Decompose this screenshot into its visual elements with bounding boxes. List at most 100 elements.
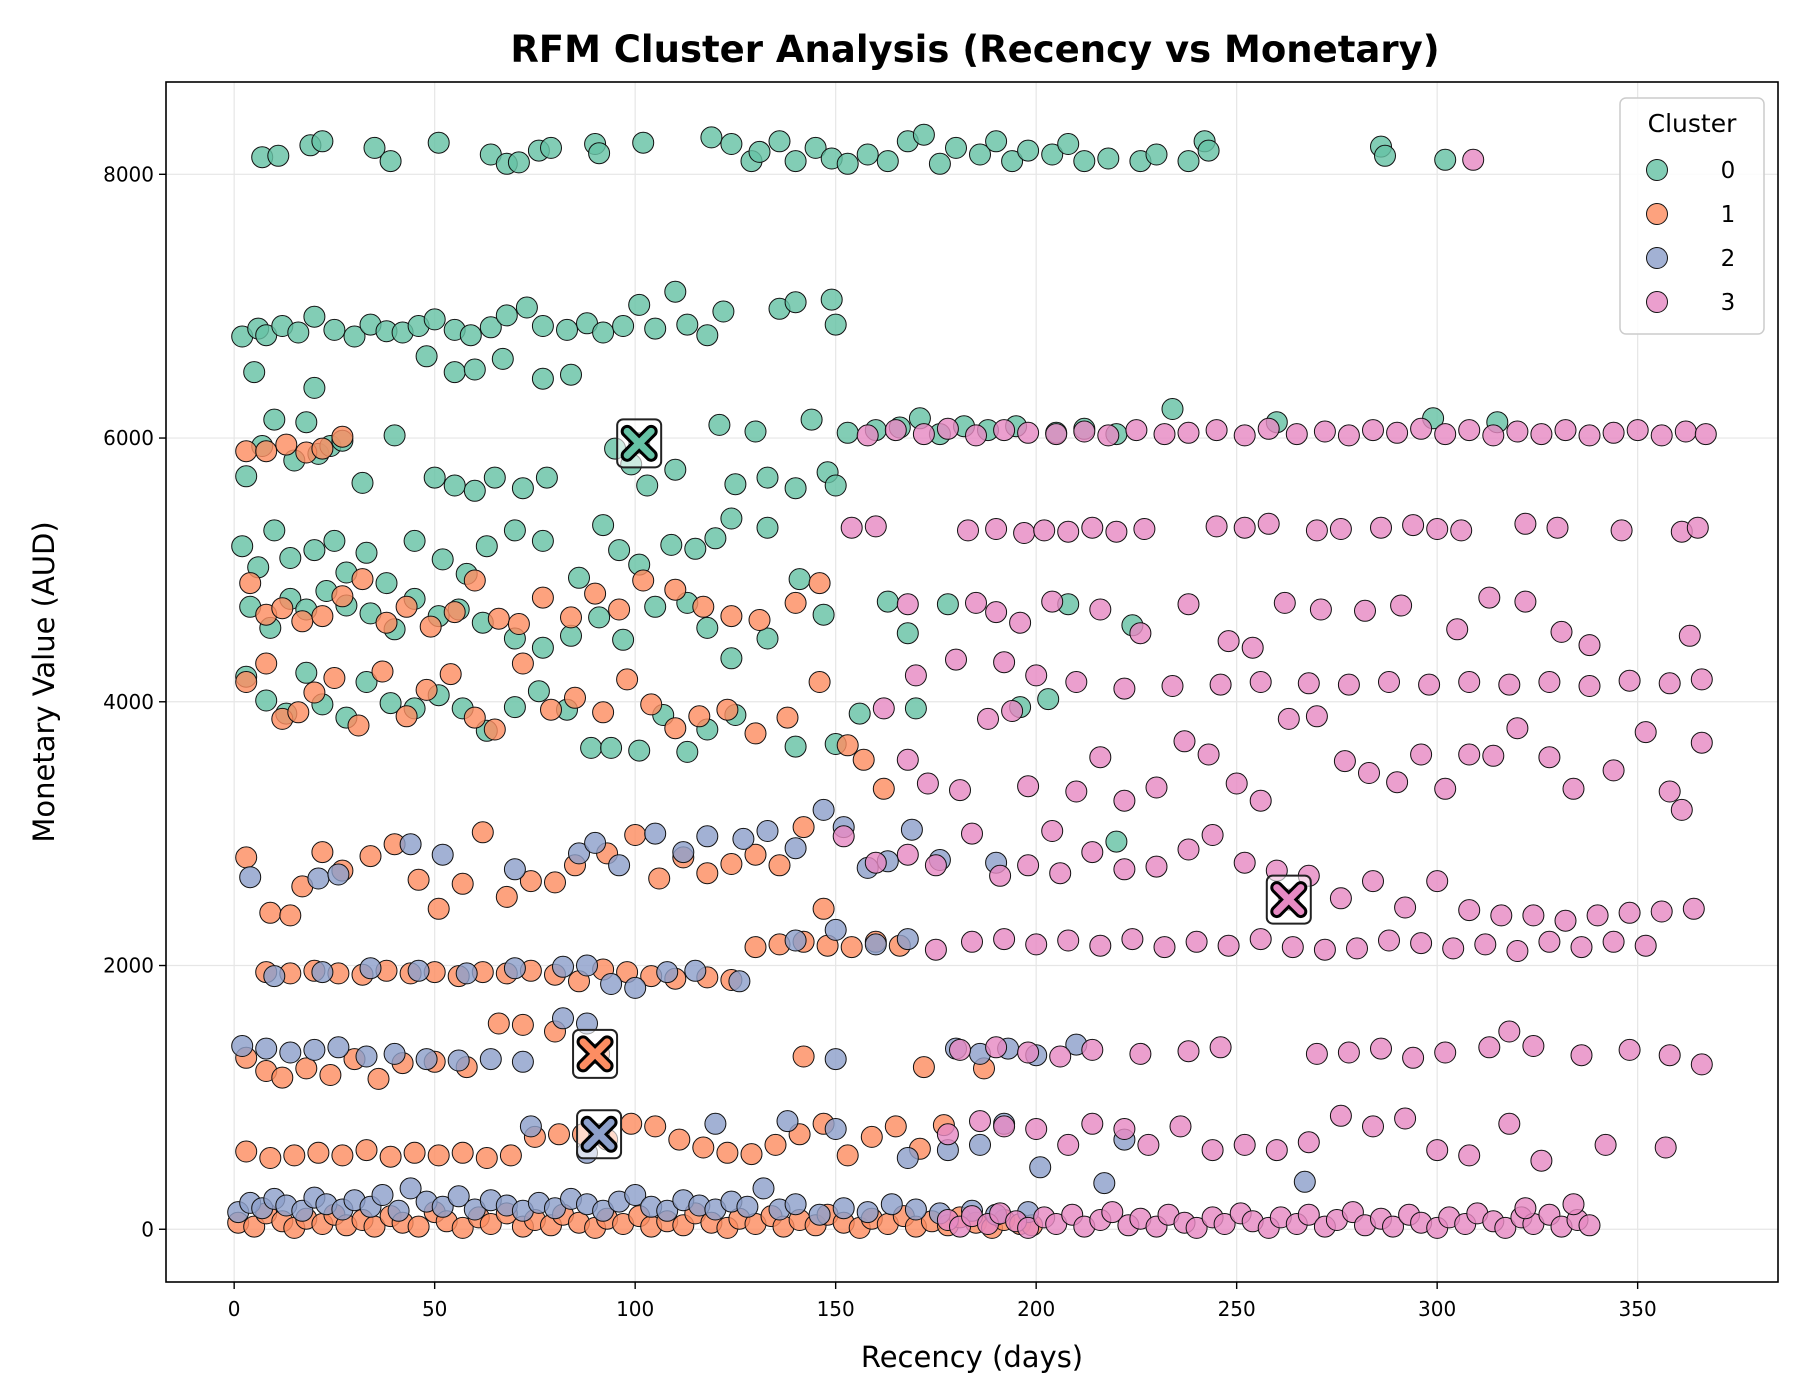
data-point <box>511 477 534 500</box>
data-point <box>664 578 687 601</box>
data-point <box>443 474 466 497</box>
data-point <box>628 739 651 762</box>
data-point <box>503 957 526 980</box>
data-point <box>1650 900 1673 923</box>
data-point <box>1297 1131 1320 1154</box>
data-point <box>977 707 999 730</box>
data-point <box>812 798 835 821</box>
data-point <box>636 474 659 497</box>
data-point <box>255 652 278 675</box>
data-point <box>904 697 927 720</box>
data-point <box>427 897 450 920</box>
data-point <box>1682 897 1705 920</box>
chart-title: RFM Cluster Analysis (Recency vs Monetar… <box>510 28 1439 71</box>
data-point <box>608 539 631 562</box>
data-point <box>307 1141 330 1164</box>
data-point <box>820 288 843 311</box>
data-point <box>1602 930 1625 953</box>
data-point <box>415 1048 438 1071</box>
data-point <box>644 595 667 618</box>
data-point <box>491 347 514 370</box>
data-point <box>507 613 530 635</box>
data-point <box>624 976 647 999</box>
data-point <box>379 150 402 173</box>
data-point <box>263 408 286 431</box>
data-point <box>1690 668 1713 691</box>
data-point <box>1041 590 1064 613</box>
data-point <box>1602 759 1625 782</box>
data-point <box>1329 887 1352 910</box>
centroid-x-marker <box>579 1038 611 1070</box>
data-point <box>1113 858 1136 881</box>
data-point <box>1073 420 1096 443</box>
data-point <box>1057 929 1080 952</box>
data-point <box>1618 901 1641 924</box>
data-point <box>1081 1038 1104 1061</box>
data-point <box>1482 744 1505 767</box>
data-point <box>716 698 739 721</box>
data-point <box>1213 1213 1236 1235</box>
data-point <box>784 150 807 173</box>
data-point <box>648 867 671 890</box>
data-point <box>443 601 466 624</box>
data-point <box>235 846 258 869</box>
data-point <box>832 1197 855 1220</box>
data-point <box>1482 424 1505 447</box>
data-point <box>756 820 779 842</box>
data-point <box>688 705 711 728</box>
data-point <box>1249 928 1272 951</box>
data-point <box>1578 675 1601 697</box>
data-point <box>993 928 1016 951</box>
data-point <box>804 136 827 159</box>
data-point <box>1153 936 1176 959</box>
data-point <box>271 1066 294 1089</box>
data-point <box>1185 1216 1208 1239</box>
data-point <box>1129 1042 1152 1065</box>
data-point <box>1546 516 1569 539</box>
data-point <box>387 1199 410 1222</box>
centroid-markers <box>572 418 1312 1160</box>
data-point <box>588 142 611 165</box>
data-point <box>1458 1144 1481 1167</box>
data-point <box>351 568 374 591</box>
data-point <box>840 516 863 539</box>
legend-marker-3 <box>1646 291 1668 313</box>
data-point <box>748 609 771 631</box>
data-point <box>957 519 979 542</box>
data-point <box>740 1143 763 1166</box>
data-point <box>303 376 326 399</box>
data-point <box>848 702 871 725</box>
data-point <box>527 680 550 703</box>
data-point <box>1410 743 1433 766</box>
data-point <box>1474 933 1497 956</box>
data-point <box>924 938 947 961</box>
data-point <box>664 717 687 740</box>
data-point <box>331 425 354 448</box>
data-point <box>1578 634 1601 657</box>
data-point <box>1358 762 1380 784</box>
data-point <box>1506 940 1529 962</box>
data-point <box>1041 143 1064 166</box>
data-point <box>1538 930 1561 953</box>
data-point <box>1057 133 1080 155</box>
data-point <box>904 664 927 687</box>
data-point <box>495 304 518 327</box>
data-point <box>644 1115 667 1138</box>
data-point <box>1490 904 1513 927</box>
data-point <box>1586 904 1609 927</box>
data-point <box>1217 934 1240 957</box>
data-point <box>311 961 334 984</box>
data-point <box>1201 1139 1224 1162</box>
data-point <box>1678 624 1701 647</box>
data-point <box>1305 519 1328 542</box>
data-point <box>1658 1044 1681 1067</box>
data-point <box>1458 743 1481 766</box>
data-point <box>1618 669 1641 692</box>
data-point <box>608 598 631 621</box>
data-point <box>235 440 258 463</box>
data-point <box>985 518 1008 540</box>
data-point <box>560 363 582 386</box>
data-point <box>824 1118 847 1140</box>
data-point <box>1225 772 1248 795</box>
data-point <box>720 853 743 875</box>
